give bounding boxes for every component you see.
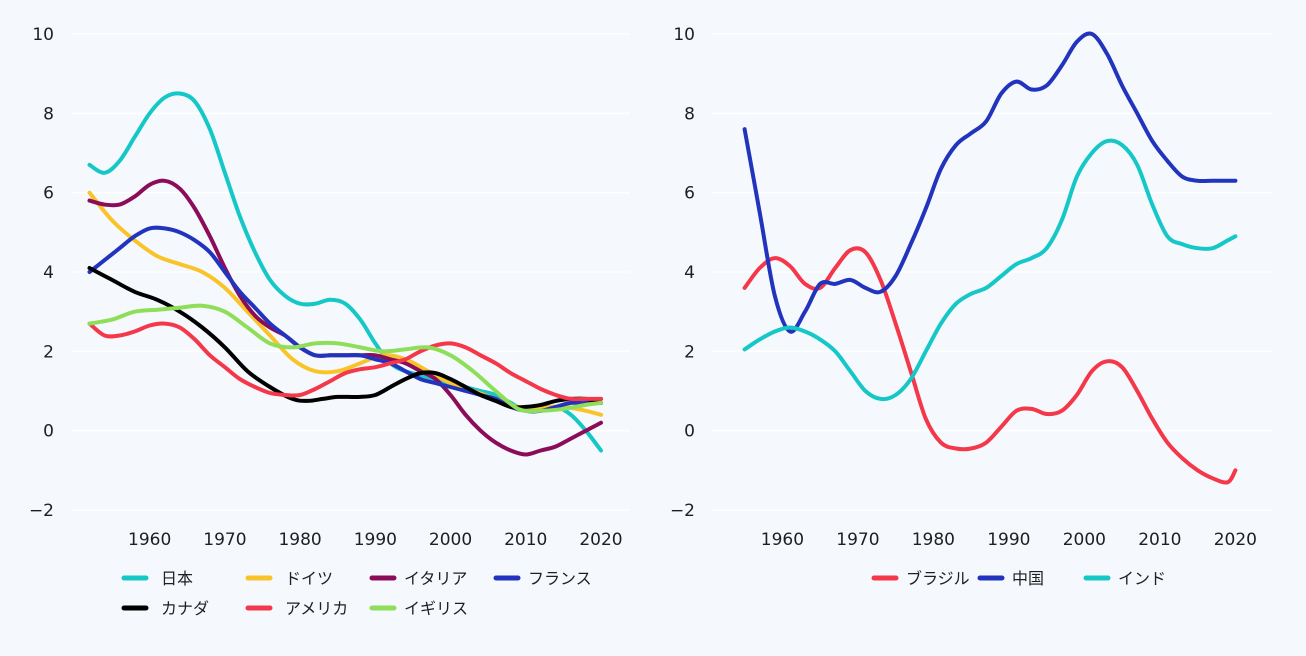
x-tick-label: 2010 [1138,530,1181,550]
series-line-1 [742,246,1238,485]
series-line-3 [742,138,1238,402]
y-tick-label: 2 [684,342,695,362]
legend-label: 中国 [1012,569,1044,588]
y-tick-label: 2 [43,342,54,362]
x-tick-label: 1980 [278,530,321,550]
legend-label: ブラジル [906,569,970,588]
x-tick-label: 2010 [504,530,547,550]
series-line-2 [742,31,1238,334]
y-tick-label: 0 [43,422,54,442]
x-tick-label: 2000 [1063,530,1106,550]
legend-label: イギリス [404,599,468,618]
y-tick-label: 10 [32,25,54,45]
x-tick-label: 1970 [836,530,879,550]
legend-label: ドイツ [285,569,333,588]
x-tick-label: 2000 [429,530,472,550]
series-line-6 [87,321,603,402]
series-line-4 [87,225,603,414]
x-tick-label: 2020 [1214,530,1257,550]
y-tick-label: 6 [43,184,54,204]
chart-panel-1: −2 0 2 4 6 8 10 1960 1970 1980 1990 2000 2010 2020 日本 ド… [29,25,630,618]
x-tick-label: 1980 [912,530,955,550]
y-tick-label: −2 [670,501,695,521]
legend-label: アメリカ [285,599,348,618]
series-line-3 [87,178,603,457]
x-tick-label: 1990 [987,530,1030,550]
legend-label: 日本 [161,569,193,588]
y-tick-label: 4 [43,263,54,283]
y-tick-label: −2 [29,501,54,521]
y-tick-label: 10 [673,25,695,45]
legend-label: インド [1118,569,1166,588]
y-tick-label: 4 [684,263,695,283]
x-tick-label: 2020 [579,530,622,550]
x-tick-label: 1960 [128,530,171,550]
series-line-5 [87,266,603,410]
y-tick-label: 8 [684,104,695,124]
y-tick-label: 6 [684,184,695,204]
legend-label: イタリア [404,569,467,588]
x-tick-label: 1990 [354,530,397,550]
y-tick-label: 8 [43,104,54,124]
x-tick-label: 1970 [203,530,246,550]
series-line-7 [87,303,603,414]
x-tick-label: 1960 [761,530,804,550]
chart-panel-2: −2 0 2 4 6 8 10 1960 1970 1980 1990 2000 2010 2020 ブラジ… [670,25,1272,588]
legend-label: フランス [528,569,592,588]
y-tick-label: 0 [684,422,695,442]
legend-label: カナダ [161,599,209,618]
